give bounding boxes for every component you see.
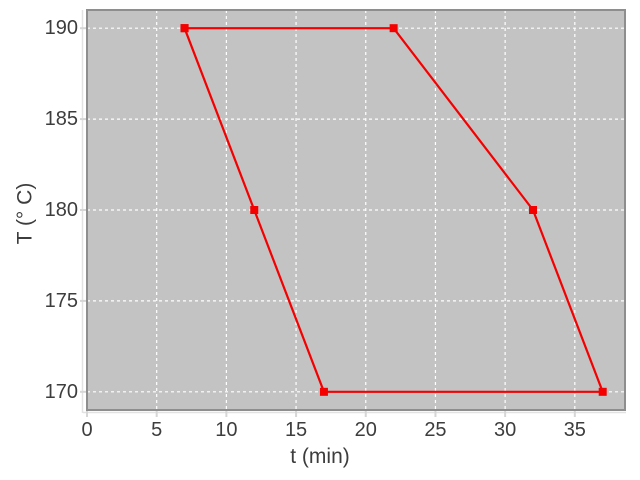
x-tick-label: 30 bbox=[494, 419, 517, 441]
x-tick-label: 5 bbox=[151, 419, 163, 441]
x-tick-label: 25 bbox=[424, 419, 447, 441]
data-point-marker bbox=[319, 387, 328, 396]
y-tick-label: 190 bbox=[44, 17, 78, 40]
data-point-marker bbox=[598, 387, 607, 396]
data-point-marker bbox=[180, 24, 189, 33]
y-tick-label: 170 bbox=[44, 380, 78, 403]
data-point-marker bbox=[250, 206, 259, 214]
data-point-marker bbox=[389, 24, 398, 33]
plot-border bbox=[86, 9, 626, 411]
y-tick-label: 175 bbox=[44, 289, 78, 312]
y-tick-label: 180 bbox=[44, 199, 78, 221]
x-tick-label: 15 bbox=[284, 419, 308, 441]
x-tick-label: 10 bbox=[215, 419, 238, 441]
x-axis-label: t (min) bbox=[290, 445, 350, 468]
x-tick-label: 0 bbox=[81, 419, 93, 441]
x-tick-label: 35 bbox=[563, 419, 586, 441]
y-tick-label: 185 bbox=[44, 108, 78, 131]
x-tick-label: 20 bbox=[354, 419, 377, 441]
data-point-marker bbox=[529, 206, 538, 214]
